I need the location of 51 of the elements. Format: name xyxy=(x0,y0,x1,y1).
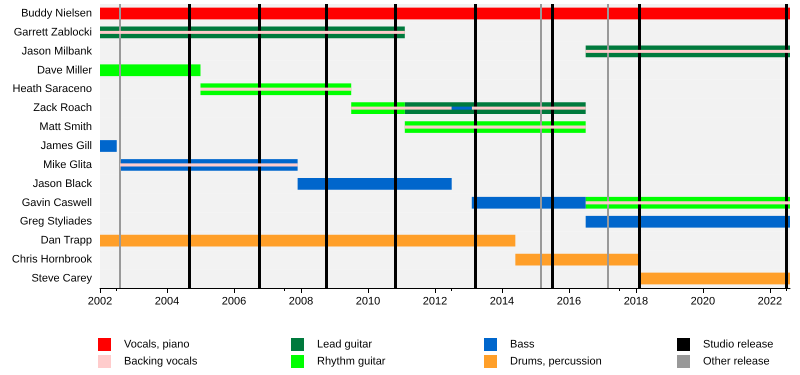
x-tick-label: 2012 xyxy=(422,296,448,308)
legend-label: Rhythm guitar xyxy=(317,356,386,368)
bar xyxy=(472,106,586,110)
bar xyxy=(100,30,405,34)
x-tick-label: 2002 xyxy=(88,296,112,308)
bar xyxy=(120,163,298,166)
x-tick-label: 2008 xyxy=(288,296,314,308)
legend-label: Backing vocals xyxy=(124,356,198,368)
y-tick-label: Heath Saraceno xyxy=(12,83,92,96)
bar xyxy=(586,50,790,53)
y-tick-label: Steve Carey xyxy=(31,272,92,285)
bar xyxy=(586,201,790,204)
y-tick-label: Mike Glita xyxy=(43,158,93,171)
x-tick-label: 2010 xyxy=(356,296,380,308)
y-tick-label: Chris Hornbrook xyxy=(12,254,92,266)
y-tick-label: Garrett Zablocki xyxy=(14,26,92,38)
x-tick-label: 2020 xyxy=(690,296,716,308)
bar xyxy=(452,106,472,110)
bar xyxy=(100,234,516,247)
x-tick-label: 2006 xyxy=(222,296,246,308)
y-tick-label: Dan Trapp xyxy=(40,234,92,247)
x-tick-label: 2018 xyxy=(624,296,648,308)
legend-label: Bass xyxy=(510,338,535,350)
legend-label: Vocals, piano xyxy=(124,338,190,350)
y-tick-label: Matt Smith xyxy=(39,121,92,134)
x-tick-label: 2022 xyxy=(758,296,782,308)
bar xyxy=(515,254,640,266)
y-tick-label: Dave Miller xyxy=(36,64,92,76)
y-tick-label: Buddy Nielsen xyxy=(21,7,92,20)
x-tick-label: 2004 xyxy=(154,296,180,308)
bar xyxy=(298,178,452,190)
y-tick-label: Jason Milbank xyxy=(22,45,92,58)
y-tick-label: Zack Roach xyxy=(33,102,92,114)
bar xyxy=(100,64,200,76)
y-tick-label: Jason Black xyxy=(32,178,92,190)
bar xyxy=(404,126,586,129)
bar xyxy=(586,216,790,228)
y-tick-label: James Gill xyxy=(40,140,92,152)
bar xyxy=(639,272,790,284)
x-tick-label: 2016 xyxy=(556,296,582,308)
legend-label: Lead guitar xyxy=(317,338,372,350)
legend-label: Drums, percussion xyxy=(510,356,602,368)
y-tick-label: Greg Styliades xyxy=(20,216,92,228)
legend-label: Studio release xyxy=(703,338,774,350)
x-tick-label: 2014 xyxy=(490,296,514,308)
bar xyxy=(200,88,352,91)
bar xyxy=(472,196,586,209)
legend-label: Other release xyxy=(703,356,770,368)
bar xyxy=(100,140,117,152)
y-tick-label: Gavin Caswell xyxy=(22,196,92,209)
bar xyxy=(351,106,452,110)
